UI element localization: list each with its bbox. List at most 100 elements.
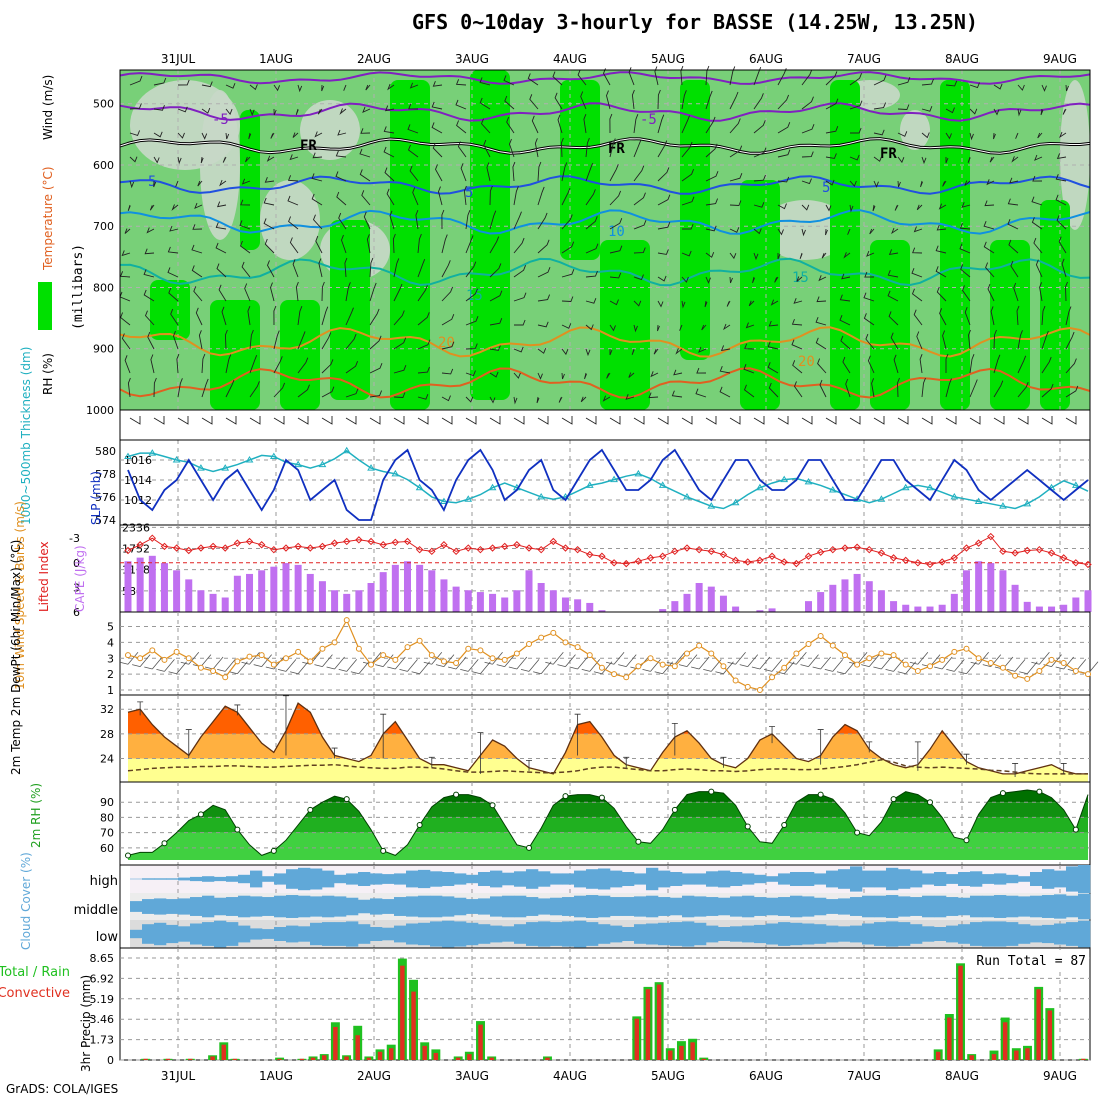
cloud-bar-low: [502, 926, 515, 942]
wind-barb: [455, 99, 467, 110]
wind-barb: [513, 346, 524, 353]
cloud-bar-high: [910, 870, 923, 888]
cloud-bar-middle: [910, 897, 923, 916]
li-marker: [1011, 549, 1019, 557]
cloud-bar-low: [178, 926, 191, 942]
cloud-bar-middle: [274, 895, 287, 918]
wind-barb: [1015, 132, 1019, 139]
cloud-bar-middle: [1042, 895, 1055, 918]
wind-barb: [770, 299, 779, 306]
cloud-bar-high: [442, 872, 455, 886]
wind-barb: [537, 372, 543, 380]
wind-barb: [336, 191, 347, 206]
wind-barb-10m: [448, 656, 467, 670]
wind-barb: [609, 272, 622, 279]
date-label-bottom: 1AUG: [259, 1069, 293, 1083]
wind-barb: [431, 122, 443, 134]
wind-speed-marker: [197, 664, 204, 671]
wind-speed-marker: [222, 674, 229, 681]
cloud-bar-low: [958, 924, 971, 944]
wind-barb: [657, 300, 664, 308]
wind-barb: [609, 190, 622, 206]
wind-barb: [557, 114, 563, 134]
wind-barb: [864, 271, 875, 278]
wind-barb: [752, 276, 755, 284]
surface-wind-barb: [297, 416, 309, 425]
cloud-bar-high: [670, 872, 683, 886]
wind-barb: [273, 108, 277, 116]
temp-tick-label: 32: [100, 703, 114, 716]
wind-barb: [489, 396, 496, 404]
wind-barb: [1061, 258, 1067, 278]
wind-barb: [681, 300, 686, 309]
wind-barb: [337, 129, 347, 136]
wind-barb: [359, 148, 371, 158]
cloud-bar-low: [298, 926, 311, 942]
surface-wind-barb: [369, 416, 381, 425]
wind-barb: [705, 116, 716, 134]
wind-barb: [729, 252, 737, 260]
li-marker: [391, 538, 400, 547]
wind-barb: [150, 354, 155, 374]
rh-fill-band: [128, 832, 1088, 860]
wind-barb: [791, 339, 803, 350]
wind-barb-10m: [168, 661, 187, 675]
wind-barb: [292, 259, 299, 278]
thickness-tick-label: 580: [95, 445, 116, 458]
cloud-bar-high: [874, 870, 887, 888]
li-marker: [379, 541, 387, 549]
wind-barb: [537, 239, 550, 254]
wind-barb: [894, 204, 899, 211]
wind-barb: [964, 180, 971, 186]
cloud-bar-middle: [1006, 895, 1019, 918]
li-marker: [428, 547, 436, 556]
wind-barb: [191, 265, 203, 278]
wind-speed-marker: [744, 683, 751, 690]
cloud-bar-high: [154, 878, 167, 880]
wind-barb: [504, 95, 515, 110]
wind-speed-marker: [282, 655, 289, 662]
cloud-bar-high: [346, 873, 359, 885]
wind-barb: [480, 118, 491, 134]
li-marker: [172, 544, 181, 552]
wind-barb-10m: [618, 654, 637, 668]
rh-tick-label: 70: [100, 827, 114, 840]
cloud-level-label: middle: [74, 903, 118, 918]
cloud-bar-middle: [886, 895, 899, 918]
precip-tick-label: 8.65: [90, 952, 115, 965]
cape-bar: [403, 561, 411, 612]
wind-barb: [935, 245, 947, 254]
wind-barb: [1041, 330, 1049, 350]
cloud-bar-middle: [874, 895, 887, 918]
rh-moist-column: [330, 220, 370, 400]
rh-marker: [453, 791, 460, 798]
wind-speed-marker: [404, 644, 411, 651]
wind-barb: [393, 365, 407, 374]
cloud-level-label: low: [96, 930, 119, 945]
wind-barb: [289, 237, 299, 254]
wind-speed-marker: [295, 648, 302, 655]
wind-barb-10m: [836, 661, 856, 675]
wind-barb: [801, 69, 813, 86]
wind-speed-marker: [902, 661, 909, 668]
pressure-tick-label: 800: [93, 281, 114, 294]
cloud-bar-middle: [490, 896, 503, 917]
wind-speed-marker: [1012, 672, 1019, 679]
wind-speed-marker: [416, 637, 423, 644]
cloud-bar-middle: [610, 897, 623, 916]
thickness-tick-label: 578: [95, 468, 116, 481]
wind-barb: [993, 108, 1000, 116]
cape-bar: [902, 604, 910, 612]
wind-speed-marker: [246, 653, 253, 660]
wind-speed-marker: [234, 658, 241, 665]
cloud-bar-low: [478, 924, 491, 944]
wind-barb: [777, 228, 784, 236]
wind-barb: [1065, 281, 1068, 302]
cloud-bar-low: [250, 928, 263, 940]
cape-bar: [513, 590, 521, 612]
wind-barb-10m: [751, 656, 771, 670]
wind-barb: [177, 79, 190, 86]
wind-barb: [537, 161, 542, 182]
run-total-box: [965, 950, 1089, 968]
wind-barb-10m: [375, 654, 394, 668]
